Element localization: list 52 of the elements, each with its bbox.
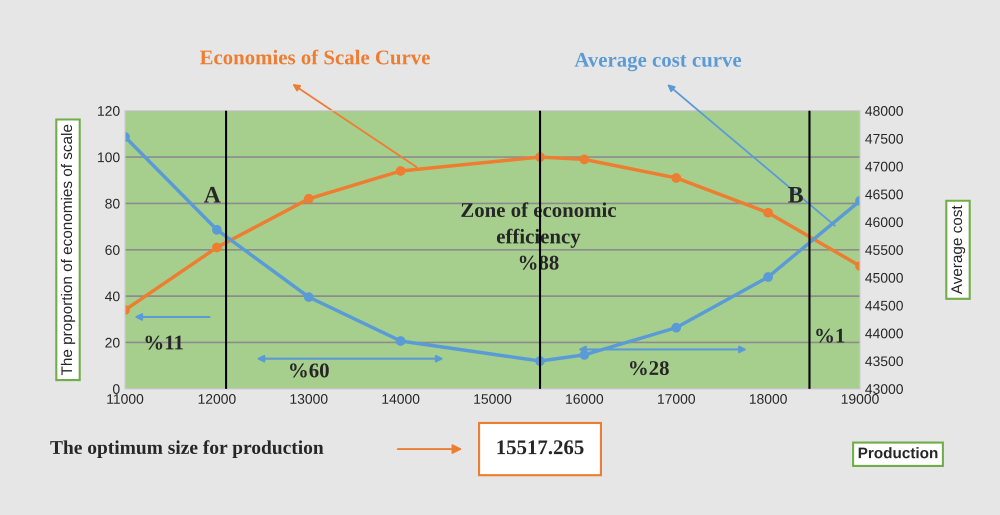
y2-tick-label: 47500 xyxy=(865,134,903,144)
text: 15517.265 xyxy=(497,440,584,454)
x-tick-label: 18000 xyxy=(750,394,787,404)
annotation: %1 xyxy=(816,328,844,343)
x-tick-label: 19000 xyxy=(842,394,879,404)
point xyxy=(212,242,222,252)
y2-tick-label: 46000 xyxy=(865,217,903,228)
y-tick-label: 80 xyxy=(105,198,120,209)
y-tick-label: 100 xyxy=(98,152,120,162)
point xyxy=(763,272,773,282)
x-axis-title: Production xyxy=(858,447,938,458)
y-tick-label: 40 xyxy=(105,291,120,302)
point xyxy=(580,350,590,360)
x-tick-label: 17000 xyxy=(658,394,696,404)
y-tick-label: 20 xyxy=(105,338,120,348)
x-tick-label: 16000 xyxy=(566,394,604,404)
x-tick-label: 12000 xyxy=(198,394,236,404)
point xyxy=(304,194,314,204)
point xyxy=(671,322,682,333)
y2-tick-label: 44000 xyxy=(865,328,903,338)
point xyxy=(671,173,682,183)
y2-tick-label: 45000 xyxy=(865,272,903,283)
annotation: %28 xyxy=(630,361,669,376)
ref-line-label: A xyxy=(204,186,221,202)
y-tick-label: 0 xyxy=(112,384,120,394)
point xyxy=(396,336,406,346)
text: Economies of Scale Curve xyxy=(200,50,430,64)
point xyxy=(580,154,590,164)
annotation: %11 xyxy=(146,336,183,350)
point xyxy=(212,224,222,235)
annotation: %60 xyxy=(290,363,329,378)
y2-tick-label: 46500 xyxy=(865,189,903,200)
y-tick-label: 60 xyxy=(105,245,120,255)
x-tick-label: 15000 xyxy=(474,394,512,404)
y2-tick-label: 47000 xyxy=(865,162,903,172)
y2-axis-title: Average cost xyxy=(951,205,966,294)
text: Average cost curve xyxy=(574,52,742,72)
point xyxy=(396,166,406,176)
y2-tick-label: 43000 xyxy=(865,384,903,394)
x-tick-label: 11000 xyxy=(107,394,144,404)
y2-tick-label: 44500 xyxy=(865,300,903,311)
y2-tick-label: 45500 xyxy=(865,245,903,255)
point xyxy=(304,292,314,302)
point xyxy=(763,208,773,218)
text: The optimum size for production xyxy=(50,440,324,458)
y2-tick-label: 48000 xyxy=(865,106,903,116)
y-tick-label: 120 xyxy=(98,106,120,116)
ref-line-label: B xyxy=(788,187,803,203)
y-axis-title: The proportion of economies of scale xyxy=(60,124,76,376)
x-tick-label: 13000 xyxy=(290,394,328,404)
x-tick-label: 14000 xyxy=(382,394,420,404)
y2-tick-label: 43500 xyxy=(865,356,903,366)
